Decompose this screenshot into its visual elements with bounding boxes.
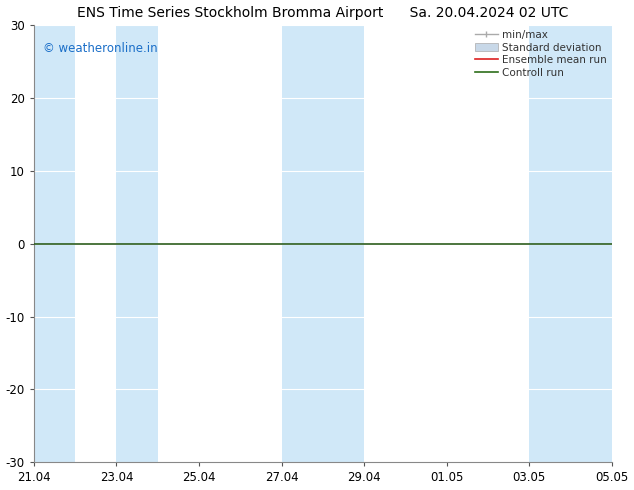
Title: ENS Time Series Stockholm Bromma Airport      Sa. 20.04.2024 02 UTC: ENS Time Series Stockholm Bromma Airport…	[77, 5, 569, 20]
Bar	[117, 25, 158, 463]
Text: © weatheronline.in: © weatheronline.in	[42, 43, 157, 55]
Bar	[281, 25, 364, 463]
Legend: min/max, Standard deviation, Ensemble mean run, Controll run: min/max, Standard deviation, Ensemble me…	[472, 27, 610, 81]
Bar	[529, 25, 612, 463]
Bar	[34, 25, 75, 463]
